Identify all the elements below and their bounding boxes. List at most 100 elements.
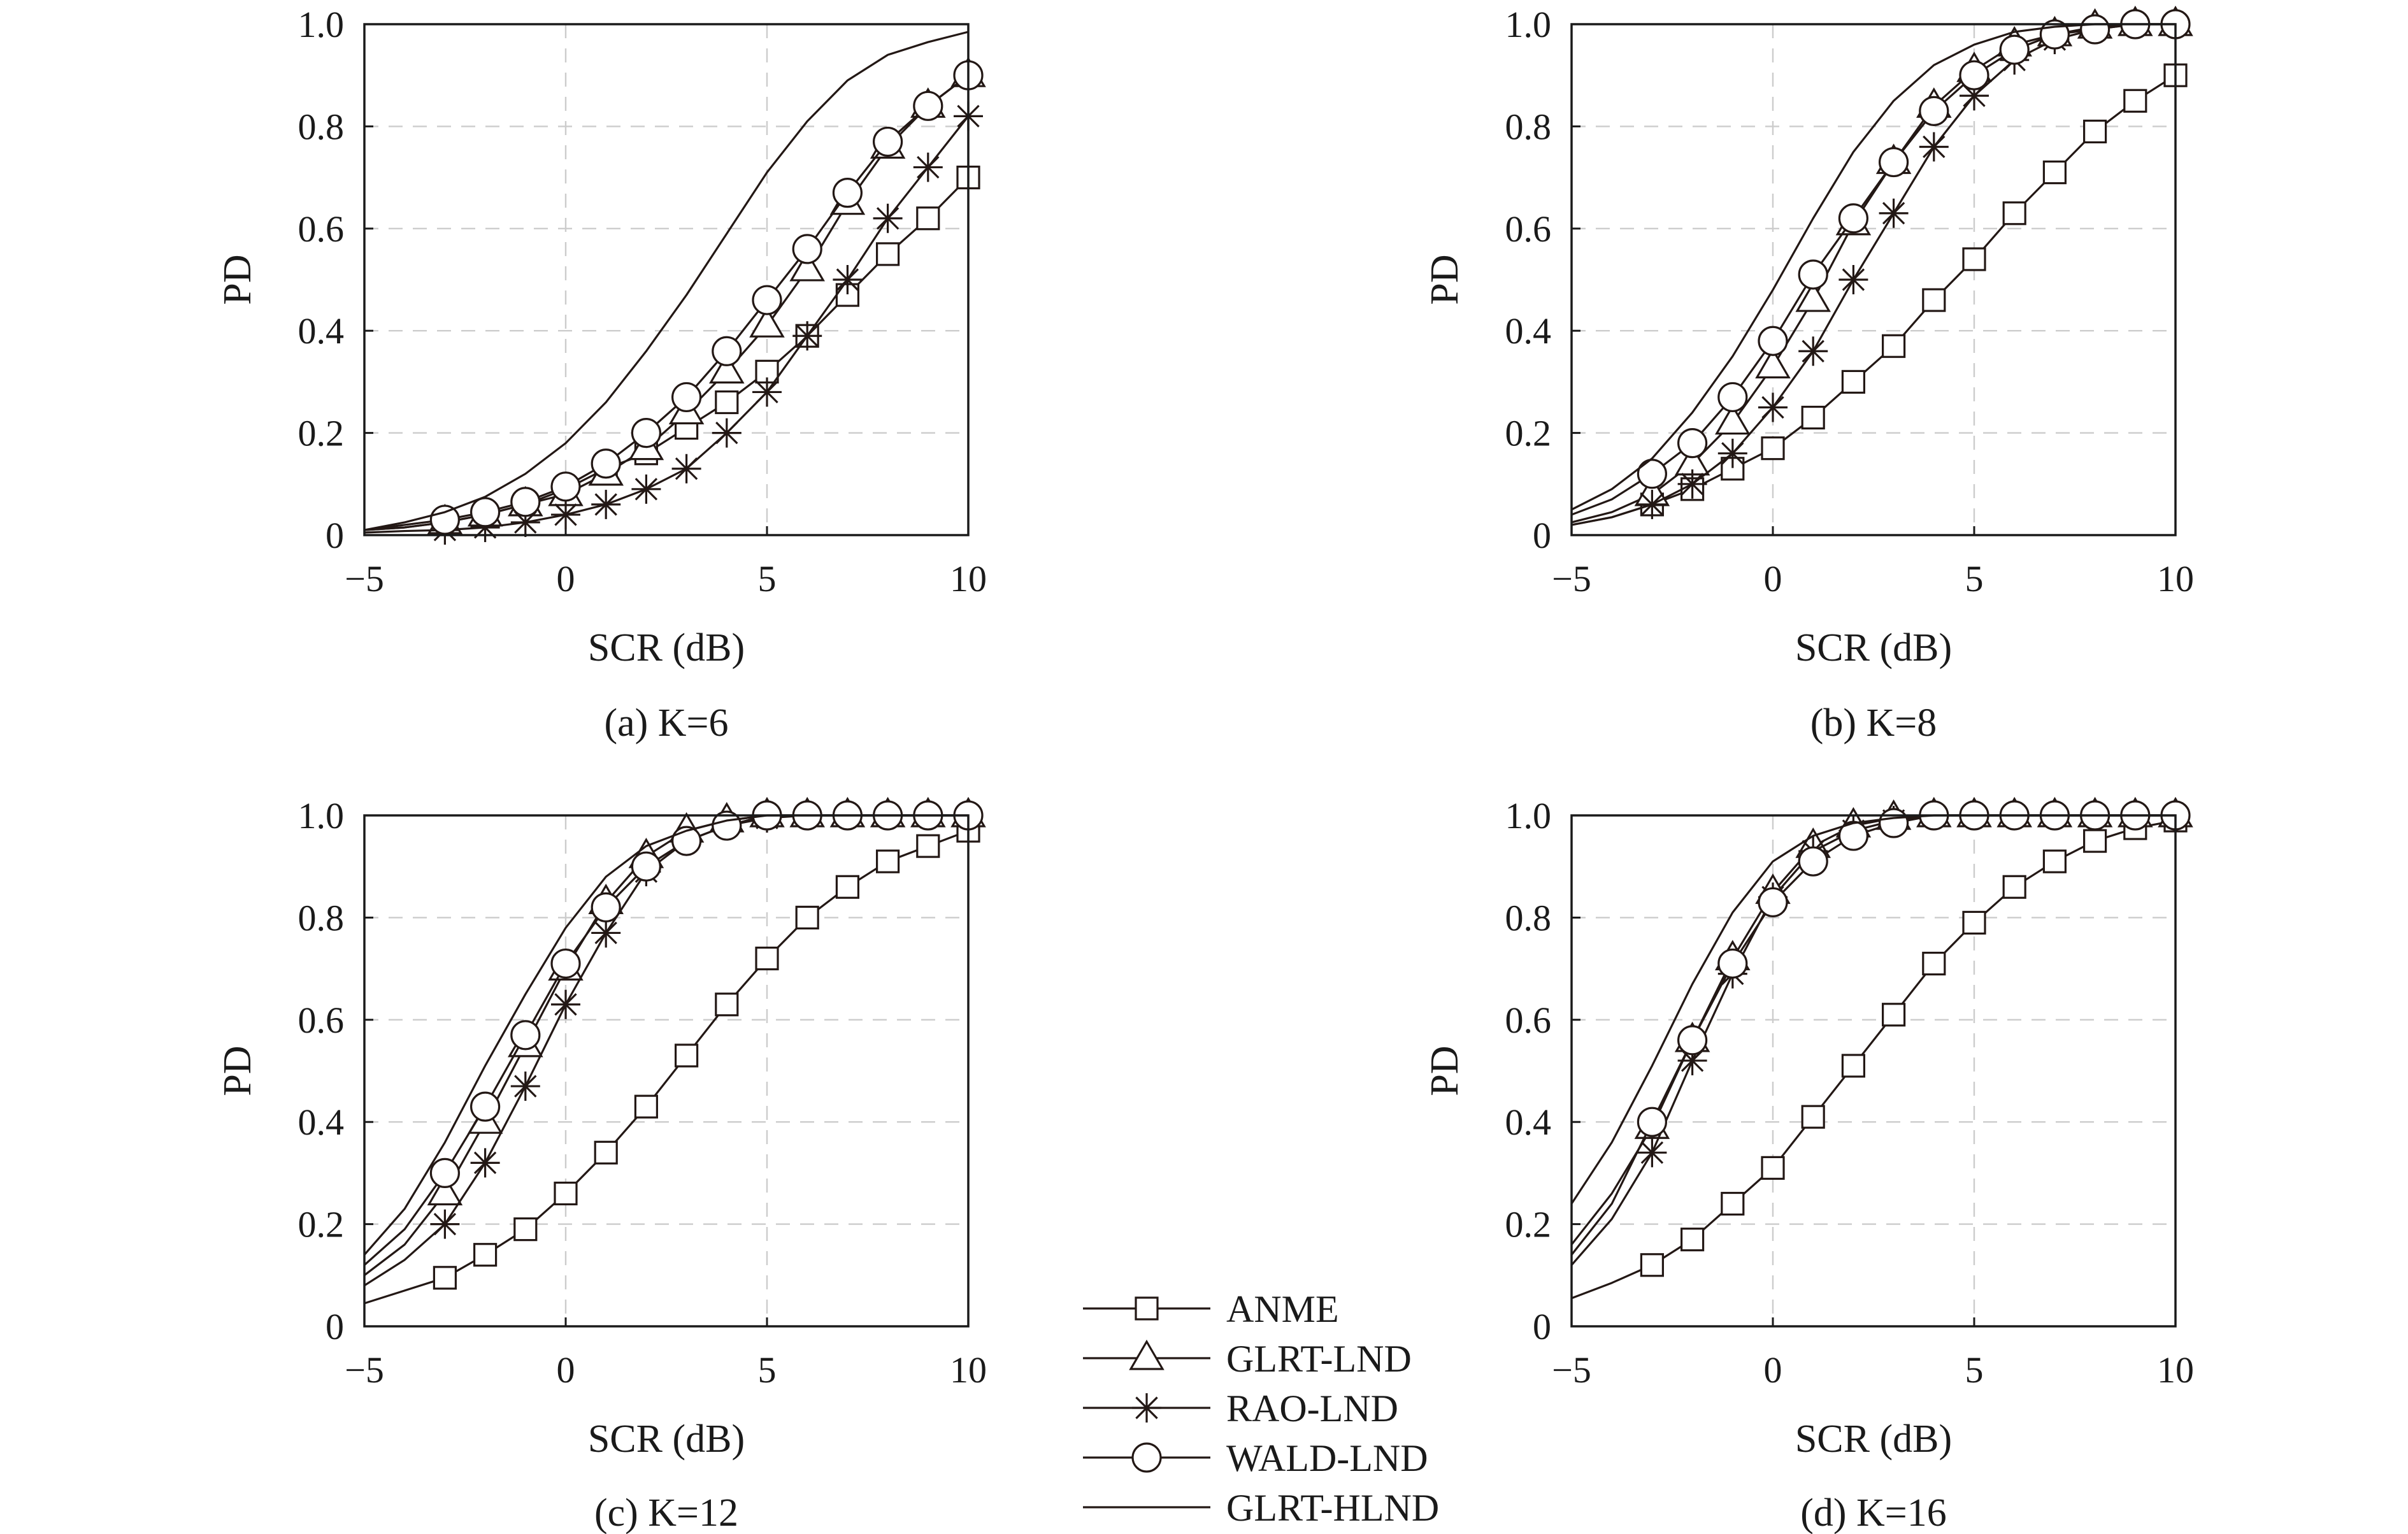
square-marker — [433, 1266, 457, 1290]
circle-marker — [1677, 1025, 1708, 1056]
square-marker — [513, 1217, 538, 1242]
legend-entry-glrt-lnd: GLRT-LND — [1083, 1338, 1412, 1380]
x-axis-label: SCR (dB) — [1795, 626, 1952, 670]
circle-marker — [832, 178, 863, 208]
square-marker — [594, 1140, 618, 1165]
legend-entry-anme: ANME — [1083, 1288, 1339, 1330]
y-tick-label: 0.4 — [1505, 1101, 1552, 1143]
triangle-marker — [1795, 281, 1831, 312]
circle-marker — [712, 336, 742, 366]
circle-marker — [429, 1158, 461, 1189]
square-marker — [2002, 201, 2026, 226]
y-tick-label: 0 — [326, 1306, 344, 1347]
y-tick-label: 0 — [1533, 1306, 1551, 1347]
panel-c: −5 0 5 10 0 0.2 0.4 0.6 0.8 1.0 SCR (dB)… — [216, 795, 987, 1534]
asterisk-marker — [631, 474, 661, 504]
y-tick-label: 0.4 — [1505, 310, 1552, 352]
square-marker — [755, 946, 779, 971]
axes-frame — [1570, 23, 2177, 536]
y-tick-label: 0.6 — [1505, 208, 1552, 250]
legend-label: RAO-LND — [1226, 1387, 1398, 1430]
y-tick-label: 0.6 — [1505, 1000, 1552, 1041]
circle-marker — [1919, 96, 1949, 126]
legend-entry-rao-lnd: RAO-LND — [1083, 1387, 1398, 1430]
square-marker — [1801, 405, 1825, 430]
x-tick-label: 0 — [557, 1349, 575, 1391]
square-marker — [875, 849, 900, 873]
circle-marker — [1879, 147, 1909, 178]
y-tick-label: 0.8 — [1505, 897, 1552, 938]
series-anme — [1572, 63, 2188, 526]
asterisk-marker — [671, 454, 701, 484]
triangle-marker — [789, 250, 825, 282]
circle-marker — [1758, 326, 1788, 356]
x-tick-label: −5 — [345, 558, 384, 599]
circle-marker — [792, 234, 822, 264]
series-line — [1572, 23, 2175, 524]
circle-marker — [1717, 948, 1748, 979]
circle-marker — [1879, 808, 1909, 838]
circle-marker — [1959, 60, 1989, 90]
square-marker — [634, 1094, 659, 1119]
series-line — [1572, 23, 2175, 511]
series-glrt-hlnd — [1572, 23, 2175, 511]
x-tick-label: 5 — [1965, 558, 1984, 599]
y-tick-label: 0.2 — [1505, 413, 1552, 454]
circle-marker — [1131, 1442, 1162, 1473]
square-marker — [1721, 1191, 1745, 1216]
asterisk-marker — [1132, 1393, 1161, 1423]
circle-marker — [1798, 846, 1828, 877]
triangle-marker-icon — [1129, 1339, 1165, 1370]
circle-marker — [591, 892, 621, 922]
circle-marker — [1677, 428, 1708, 459]
square-marker — [875, 242, 900, 266]
series-line — [364, 74, 968, 531]
legend-label: GLRT-HLND — [1226, 1487, 1439, 1529]
x-tick-label: 10 — [2157, 558, 2194, 599]
asterisk-marker — [913, 152, 943, 182]
legend-label: GLRT-LND — [1226, 1338, 1412, 1380]
triangle-marker — [749, 306, 785, 338]
square-marker — [1922, 288, 1946, 312]
asterisk-marker — [1758, 392, 1788, 422]
square-marker — [1882, 1003, 1906, 1027]
x-tick-label: −5 — [345, 1349, 384, 1391]
square-marker — [1801, 1105, 1825, 1129]
triangle-marker — [1755, 348, 1791, 378]
y-axis-label: PD — [216, 1045, 259, 1096]
circle-marker — [1758, 887, 1788, 917]
series-line — [364, 115, 968, 534]
y-tick-label: 0.4 — [298, 310, 345, 352]
square-marker — [2083, 119, 2107, 144]
square-marker — [715, 993, 739, 1017]
circle-marker — [872, 126, 903, 157]
asterisk-marker — [833, 265, 863, 294]
y-tick-label: 0.4 — [298, 1101, 345, 1143]
square-marker — [835, 875, 860, 899]
series-anme — [364, 819, 980, 1305]
asterisk-marker — [752, 377, 782, 407]
asterisk-marker — [792, 321, 822, 351]
panel-caption: (c) K=12 — [594, 1491, 738, 1534]
x-tick-label: 10 — [950, 558, 987, 599]
circle-marker — [550, 948, 581, 979]
circle-marker — [671, 382, 702, 413]
circle-marker — [631, 851, 662, 882]
triangle-marker — [1715, 404, 1751, 435]
square-marker — [473, 1243, 498, 1267]
square-marker — [674, 1043, 699, 1068]
y-tick-label: 0.8 — [1505, 106, 1552, 147]
y-tick-label: 1.0 — [298, 4, 345, 45]
asterisk-marker — [1677, 469, 1707, 499]
circle-marker-icon — [1131, 1442, 1162, 1473]
x-tick-label: 0 — [1764, 558, 1782, 599]
series-line — [1572, 23, 2175, 526]
circle-marker — [752, 285, 782, 315]
asterisk-marker — [1838, 265, 1868, 294]
asterisk-marker-icon — [1132, 1393, 1161, 1423]
circle-marker — [510, 487, 541, 517]
asterisk-marker — [551, 989, 580, 1019]
asterisk-marker — [1637, 489, 1667, 519]
x-tick-label: 10 — [950, 1349, 987, 1391]
